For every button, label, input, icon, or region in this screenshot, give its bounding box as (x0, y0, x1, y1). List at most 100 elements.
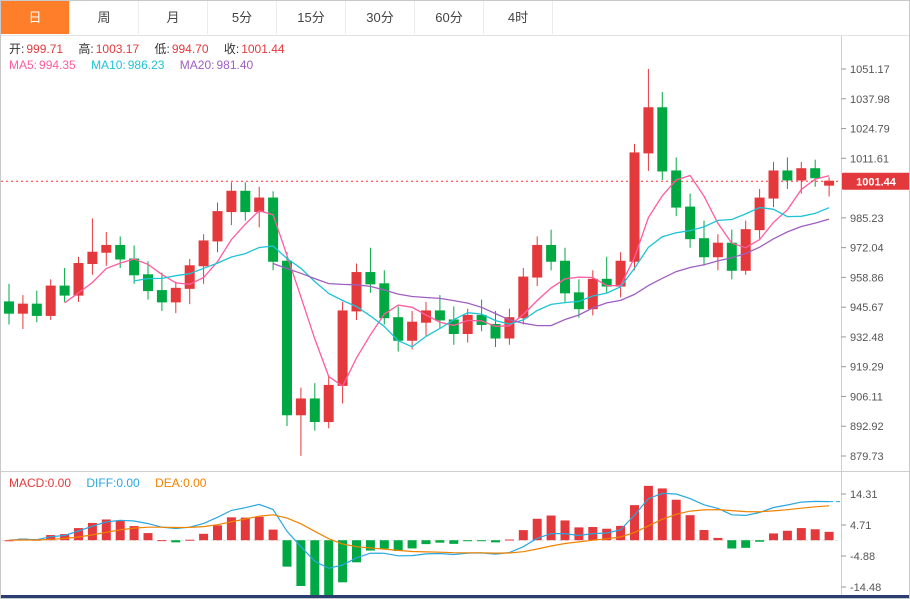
candle-body (226, 190, 237, 213)
candle-body (156, 290, 167, 303)
candle-body (768, 170, 779, 199)
macd-bar (4, 540, 14, 542)
diff-line (8, 492, 830, 569)
macd-bar (296, 540, 306, 586)
macd-bar (630, 505, 639, 541)
candle-body (365, 272, 376, 285)
macd-bar (74, 528, 83, 541)
macd-bar (435, 540, 445, 543)
candle-body (240, 190, 251, 213)
candle-body (587, 278, 598, 310)
macd-legend-item: MACD:0.00 (9, 476, 71, 490)
period-toolbar: 日周月 5分 15分 30分 60分 4时 (1, 1, 909, 36)
candle-body (143, 274, 153, 292)
dea-label: DEA: (155, 476, 184, 490)
candle-body (434, 310, 445, 321)
macd-bar (560, 520, 570, 541)
macd-bar (824, 531, 834, 541)
candle-body (268, 197, 279, 262)
candle-body (407, 321, 418, 341)
macd-bar (129, 526, 139, 541)
ma5-value: 994.35 (39, 58, 76, 72)
macd-bar (393, 540, 403, 552)
macd-bar (602, 528, 612, 541)
candle-body (490, 323, 501, 339)
macd-bar (741, 540, 751, 548)
macd-bar (657, 488, 667, 541)
period-tab-30分[interactable]: 30分 (346, 1, 415, 34)
macd-bar (616, 525, 626, 541)
macd-bar (796, 528, 806, 541)
dea-line (8, 505, 830, 554)
price-badge-text: 1001.44 (856, 176, 897, 188)
candle-body (629, 152, 640, 262)
candle-body (824, 180, 835, 186)
macd-bar (546, 515, 556, 541)
macd-bar (727, 540, 737, 549)
macd-bar (810, 529, 820, 541)
period-tab-日[interactable]: 日 (1, 1, 70, 34)
period-tab-60分[interactable]: 60分 (415, 1, 484, 34)
ma5-line (64, 174, 830, 388)
high-label: 高: (78, 42, 94, 56)
ohlc-legend: 开: 999.71 高: 1003.17 低: 994.70 收: 1001.44 (9, 40, 297, 57)
candle-body (782, 170, 793, 181)
ma10-label: MA10: (91, 58, 126, 72)
candle-body (184, 265, 195, 289)
candle-body (504, 317, 515, 339)
candle-body (796, 168, 807, 181)
period-tab-15分[interactable]: 15分 (277, 1, 346, 34)
macd-tick-label: 4.71 (850, 520, 871, 532)
candle-body (532, 244, 543, 278)
y-axis-tick-label: 879.73 (850, 451, 884, 463)
macd-tick-label: -14.48 (850, 582, 881, 594)
candle-body (754, 197, 765, 231)
ma10-value: 986.23 (127, 58, 165, 72)
y-axis-tick-label: 958.86 (850, 272, 884, 284)
candle-body (101, 244, 112, 253)
macd-bar (643, 485, 653, 541)
y-axis-tick-label: 906.11 (850, 391, 883, 403)
macd-bar (282, 540, 292, 567)
macd-bar (143, 533, 153, 541)
candle-body (87, 251, 98, 265)
ma5-legend: MA5: 994.35 (9, 58, 76, 72)
macd-bar (240, 517, 250, 541)
ma5-label: MA5: (9, 58, 38, 72)
macd-tick-label: 14.31 (850, 489, 878, 501)
candle-body (4, 301, 14, 314)
candle-body (31, 303, 42, 316)
macd-bar (685, 515, 695, 541)
macd-bar (379, 540, 389, 549)
candle-body (295, 398, 306, 416)
period-tab-4时[interactable]: 4时 (484, 1, 553, 34)
macd-bar (199, 533, 209, 541)
period-tab-月[interactable]: 月 (139, 1, 208, 34)
dea-value: 0.00 (183, 476, 207, 490)
ma20-value: 981.40 (216, 58, 254, 72)
low-value: 994.70 (171, 42, 209, 56)
macd-bar (477, 540, 487, 542)
candle-body (740, 229, 751, 271)
macd-bar (532, 518, 542, 541)
candle-body (45, 285, 56, 316)
candle-body (59, 285, 70, 296)
macd-y-axis: 14.31 4.71 -4.88 -14.48 (841, 489, 881, 594)
close-value: 1001.44 (241, 42, 285, 56)
ma-legend: MA5: 994.35 MA10: 986.23 MA20: 981.40 (9, 58, 265, 72)
y-axis-tick-label: 972.04 (850, 243, 884, 255)
macd-bar (699, 530, 709, 541)
ma20-line (272, 218, 830, 327)
period-tab-周[interactable]: 周 (70, 1, 139, 34)
macd-tick-label: -4.88 (850, 551, 875, 563)
ma10-legend: MA10: 986.23 (91, 58, 164, 72)
chart-area[interactable]: 1051.17 1037.98 1024.79 1011.61 985.23 972.04… (1, 35, 910, 597)
macd-bar (338, 540, 348, 583)
candle-body (379, 283, 390, 319)
candle-body (657, 107, 668, 172)
chart-canvas[interactable]: 1051.17 1037.98 1024.79 1011.61 985.23 972.04… (1, 35, 910, 597)
open-value: 999.71 (26, 42, 64, 56)
period-tab-5分[interactable]: 5分 (208, 1, 277, 34)
candle-body (712, 242, 723, 258)
